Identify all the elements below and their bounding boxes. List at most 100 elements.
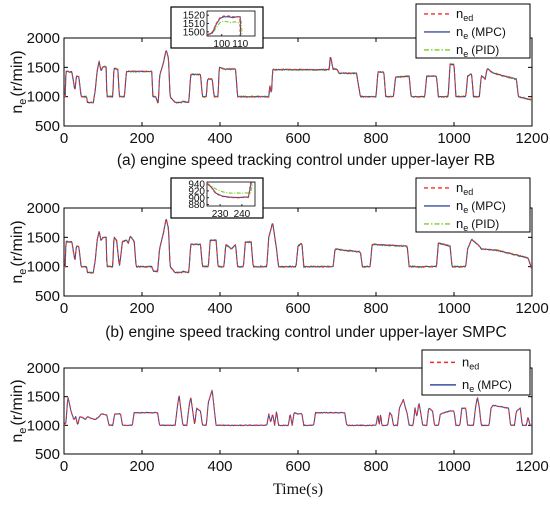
- inset-x-tick-label: 100: [213, 39, 230, 50]
- x-tick-label: 600: [285, 130, 310, 147]
- legend-label-mpc: ne (MPC): [456, 24, 506, 41]
- x-tick-label: 600: [285, 458, 310, 475]
- x-tick-label: 1200: [515, 458, 548, 475]
- x-tick-label: 1000: [437, 458, 470, 475]
- y-tick-label: 1500: [27, 229, 60, 246]
- inset-y-tick-label: 1520: [183, 11, 206, 22]
- y-tick-label: 500: [35, 288, 60, 305]
- x-axis-label: Time(s): [273, 481, 323, 498]
- inset-x-tick-label: 240: [234, 209, 251, 220]
- y-tick-label: 1000: [27, 417, 60, 434]
- legend-label-sub: ed: [463, 187, 473, 197]
- legend-label-suffix: (PID): [471, 43, 499, 57]
- x-tick-label: 200: [129, 130, 154, 147]
- inset-series: [207, 15, 243, 36]
- legend-box: [415, 177, 531, 233]
- legend-label-pid: ne (PID): [456, 42, 499, 59]
- y-axis-label-base: n: [9, 434, 26, 443]
- x-tick-label: 400: [207, 130, 232, 147]
- inset-y-tick-label: 940: [188, 180, 205, 191]
- series-group: [64, 218, 532, 275]
- inset-line-ned: [207, 182, 252, 199]
- legend-box: [415, 3, 531, 59]
- y-axis-label: ne (r/min): [9, 50, 29, 113]
- series-line-mpc: [64, 50, 532, 104]
- x-tick-label: 1000: [437, 130, 470, 147]
- legend-label-sub: e: [463, 223, 468, 233]
- legend-label-sub: e: [469, 384, 474, 394]
- y-tick-label: 2000: [27, 30, 60, 47]
- legend-label-base: n: [456, 6, 463, 21]
- y-tick-label: 1500: [27, 59, 60, 76]
- y-tick-label: 2000: [27, 360, 60, 377]
- chart-panel-1: 0 200 400 600 800 1000 1200500100015002000ne(r…: [9, 3, 549, 169]
- legend: ned ne (MPC): [421, 349, 531, 396]
- inset-frame: [170, 177, 264, 219]
- legend-box: [421, 349, 531, 396]
- y-tick-label: 1000: [27, 89, 60, 106]
- y-axis-label-sub: e: [17, 99, 29, 105]
- legend-label-ned: ned: [462, 354, 479, 371]
- legend-label-base: n: [462, 377, 469, 392]
- inset-y-tick-label: 880: [188, 200, 205, 211]
- y-axis-label-base: n: [9, 105, 26, 114]
- panel-caption: (b) engine speed tracking control under …: [105, 324, 507, 341]
- x-tick-label: 0: [60, 300, 68, 317]
- inset-line-pid: [207, 20, 243, 36]
- x-tick-label: 0: [60, 458, 68, 475]
- legend-label-ned: ned: [456, 6, 473, 23]
- y-tick-label: 1500: [27, 389, 60, 406]
- chart-panel-2: 0 200 400 600 800 1000 1200500100015002000ne(r…: [9, 177, 549, 341]
- legend-label-base: n: [456, 180, 463, 195]
- inset-y-tick-label: 1500: [183, 27, 206, 38]
- y-axis-label-units: (r/min): [9, 220, 26, 266]
- series-line-ned: [64, 218, 532, 274]
- legend-label-sub: e: [463, 205, 468, 215]
- x-tick-label: 1200: [515, 300, 548, 317]
- legend-label-pid: ne (PID): [456, 216, 499, 233]
- inset-y-tick-label: 920: [188, 186, 205, 197]
- inset-y-tick-label: 1510: [183, 19, 206, 30]
- legend-label-mpc: ne (MPC): [456, 198, 506, 215]
- legend-label-suffix: (PID): [471, 217, 499, 231]
- legend-label-base: n: [456, 198, 463, 213]
- chart-panel-3: 0 200 400 600 800 1000 1200500100015002000ne(r…: [9, 349, 549, 498]
- panel-caption: (a) engine speed tracking control under …: [117, 152, 495, 169]
- x-tick-label: 200: [129, 300, 154, 317]
- inset-x-tick-label: 110: [232, 39, 248, 50]
- inset-y-tick-label: 900: [188, 193, 205, 204]
- series-line-ned: [64, 49, 532, 104]
- y-tick-label: 500: [35, 446, 60, 463]
- legend-label-base: n: [456, 24, 463, 39]
- y-tick-label: 1000: [27, 259, 60, 276]
- legend-label-sub: e: [463, 49, 468, 59]
- y-axis-label-sub: e: [17, 428, 29, 434]
- series-line-ned: [64, 389, 532, 426]
- inset-x-tick-label: 230: [212, 209, 229, 220]
- inset-series: [207, 182, 254, 199]
- y-axis-label-sub: e: [17, 269, 29, 275]
- x-tick-label: 1000: [437, 300, 470, 317]
- x-tick-label: 800: [363, 300, 388, 317]
- y-axis-label-base: n: [9, 275, 26, 284]
- x-tick-label: 400: [207, 458, 232, 475]
- legend-label-sub: e: [463, 31, 468, 41]
- legend-label-ned: ned: [456, 180, 473, 197]
- y-tick-label: 500: [35, 118, 60, 135]
- legend-label-suffix: (MPC): [471, 199, 506, 213]
- y-axis-label-units: (r/min): [9, 50, 26, 96]
- series-line-pid: [64, 50, 532, 105]
- legend-label-mpc: ne (MPC): [462, 377, 512, 394]
- x-tick-label: 800: [363, 458, 388, 475]
- legend-label-base: n: [462, 354, 469, 369]
- series-group: [64, 389, 532, 427]
- x-tick-label: 0: [60, 130, 68, 147]
- series-group: [64, 49, 532, 105]
- y-axis-label: ne (r/min): [9, 220, 29, 283]
- inset-line-ned: [207, 15, 241, 36]
- legend-label-suffix: (MPC): [471, 25, 506, 39]
- legend-label-base: n: [456, 42, 463, 57]
